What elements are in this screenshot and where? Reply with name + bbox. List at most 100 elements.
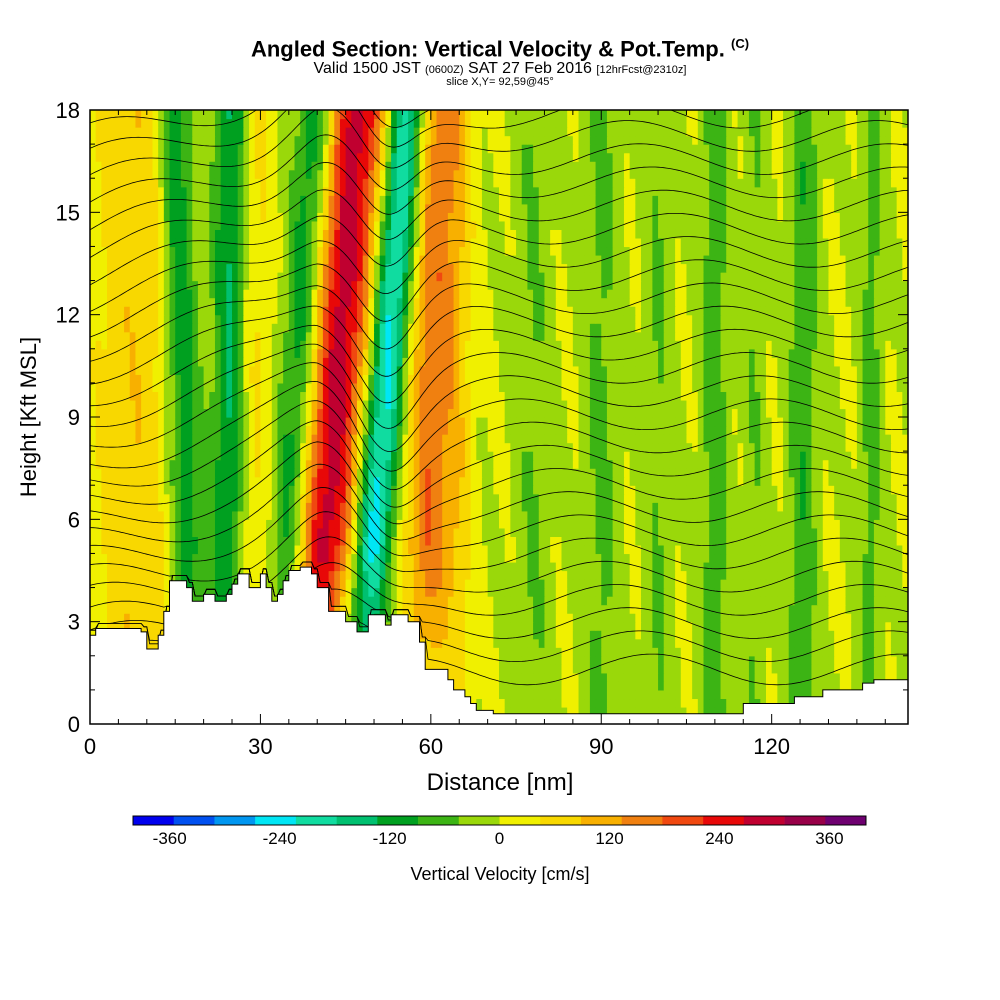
- velocity-cell: [442, 570, 449, 580]
- velocity-cell: [856, 544, 864, 555]
- velocity-cell: [430, 442, 438, 452]
- velocity-cell: [232, 485, 239, 495]
- velocity-cell: [442, 613, 449, 623]
- velocity-cell: [686, 459, 693, 469]
- velocity-cell: [754, 681, 761, 691]
- velocity-cell: [754, 468, 761, 478]
- velocity-cell: [447, 425, 455, 435]
- velocity-cell: [584, 561, 591, 572]
- velocity-cell: [890, 459, 898, 469]
- velocity-cell: [856, 655, 864, 665]
- velocity-cell: [118, 604, 125, 614]
- velocity-cell: [902, 493, 908, 503]
- velocity-cell: [379, 579, 386, 589]
- velocity-cell: [845, 485, 852, 495]
- velocity-cell: [430, 544, 438, 555]
- velocity-cell: [402, 544, 409, 555]
- velocity-cell: [516, 544, 523, 555]
- velocity-cell: [828, 604, 835, 614]
- velocity-cell: [305, 476, 313, 486]
- velocity-cell: [510, 613, 517, 623]
- velocity-cell: [226, 510, 233, 520]
- velocity-cell: [209, 425, 216, 435]
- velocity-cell: [839, 621, 847, 631]
- velocity-cell: [300, 434, 307, 444]
- velocity-cell: [669, 468, 676, 478]
- velocity-cell: [646, 672, 653, 682]
- velocity-cell: [765, 604, 773, 614]
- velocity-cell: [709, 647, 716, 657]
- velocity-cell: [714, 536, 722, 546]
- velocity-cell: [413, 613, 421, 623]
- velocity-cell: [726, 536, 733, 546]
- velocity-cell: [146, 613, 154, 623]
- velocity-cell: [618, 570, 625, 580]
- velocity-cell: [476, 681, 483, 691]
- velocity-cell: [601, 510, 608, 520]
- velocity-cell: [107, 570, 114, 580]
- velocity-cell: [845, 570, 852, 580]
- velocity-cell: [873, 493, 881, 503]
- velocity-cell: [720, 664, 727, 674]
- velocity-cell: [180, 459, 188, 469]
- velocity-cell: [436, 655, 443, 665]
- velocity-cell: [527, 621, 534, 631]
- velocity-cell: [163, 587, 171, 597]
- velocity-cell: [135, 596, 142, 606]
- velocity-cell: [362, 502, 369, 512]
- velocity-cell: [368, 587, 375, 597]
- velocity-cell: [294, 561, 301, 572]
- velocity-cell: [186, 544, 193, 555]
- velocity-cell: [885, 613, 892, 623]
- velocity-cell: [561, 510, 568, 520]
- velocity-cell: [288, 425, 296, 435]
- velocity-cell: [584, 434, 591, 444]
- velocity-cell: [107, 587, 114, 597]
- velocity-cell: [538, 698, 546, 708]
- velocity-cell: [680, 664, 688, 674]
- velocity-cell: [618, 621, 625, 631]
- velocity-cell: [260, 442, 267, 452]
- velocity-cell: [226, 476, 233, 486]
- velocity-cell: [612, 493, 619, 503]
- velocity-cell: [470, 442, 477, 452]
- velocity-cell: [436, 621, 443, 631]
- velocity-cell: [391, 561, 398, 572]
- velocity-cell: [271, 570, 279, 580]
- velocity-cell: [288, 527, 296, 537]
- velocity-cell: [851, 510, 858, 520]
- velocity-cell: [606, 681, 614, 691]
- velocity-cell: [197, 527, 205, 537]
- velocity-cell: [589, 579, 597, 589]
- velocity-cell: [493, 425, 500, 435]
- velocity-cell: [731, 638, 739, 648]
- velocity-cell: [459, 553, 466, 563]
- velocity-cell: [902, 638, 908, 648]
- velocity-cell: [197, 561, 205, 572]
- velocity-cell: [533, 706, 540, 717]
- velocity-cell: [362, 519, 369, 529]
- velocity-cell: [419, 561, 426, 572]
- velocity-cell: [584, 689, 591, 700]
- velocity-cell: [249, 425, 256, 435]
- velocity-cell: [584, 502, 591, 512]
- velocity-cell: [606, 468, 614, 478]
- velocity-cell: [606, 638, 614, 648]
- velocity-cell: [669, 630, 676, 640]
- velocity-cell: [180, 434, 188, 444]
- velocity-cell: [499, 664, 506, 674]
- velocity-cell: [879, 502, 886, 512]
- velocity-cell: [379, 476, 386, 486]
- velocity-cell: [408, 553, 415, 563]
- velocity-cell: [487, 536, 494, 546]
- velocity-cell: [572, 579, 580, 589]
- velocity-cell: [822, 561, 830, 572]
- velocity-cell: [635, 613, 642, 623]
- velocity-cell: [504, 604, 511, 614]
- velocity-cell: [783, 485, 790, 495]
- velocity-cell: [788, 647, 795, 657]
- velocity-cell: [868, 510, 875, 520]
- velocity-cell: [811, 561, 818, 572]
- velocity-cell: [612, 621, 619, 631]
- velocity-cell: [771, 502, 778, 512]
